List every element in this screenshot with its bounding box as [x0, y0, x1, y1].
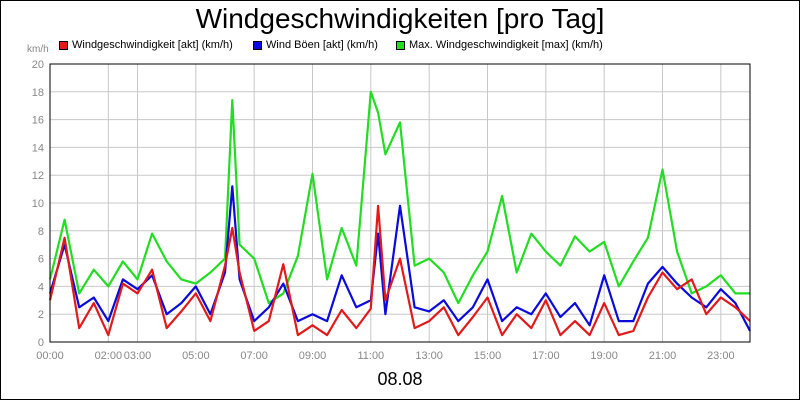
legend-label-wind-speed: Windgeschwindigkeit [akt] (km/h)	[72, 39, 233, 51]
legend-label-max-speed: Max. Windgeschwindigkeit [max] (km/h)	[409, 39, 603, 51]
legend-swatch-red	[59, 40, 68, 50]
x-tick-label: 11:00	[357, 350, 384, 362]
x-tick-label: 13:00	[415, 350, 443, 362]
y-tick-label: 8	[38, 226, 44, 238]
y-tick-label: 0	[38, 337, 44, 349]
y-tick-label: 18	[32, 87, 44, 99]
x-tick-label: 03:00	[124, 350, 152, 362]
y-tick-label: 6	[38, 254, 44, 266]
x-tick-label: 21:00	[649, 350, 677, 362]
legend-item-wind-speed: Windgeschwindigkeit [akt] (km/h)	[59, 39, 233, 51]
y-tick-label: 10	[32, 198, 44, 210]
series-line-max-speed	[48, 90, 750, 305]
legend-swatch-blue	[253, 40, 262, 50]
y-tick-label: 20	[32, 59, 44, 71]
legend-swatch-green	[396, 40, 405, 50]
series-line-wind-speed	[48, 204, 751, 337]
x-tick-label: 05:00	[182, 350, 210, 362]
y-tick-label: 16	[32, 115, 44, 127]
y-tick-label: 14	[32, 142, 44, 154]
x-tick-label: 23:00	[707, 350, 735, 362]
y-tick-label: 12	[32, 170, 44, 182]
x-tick-label: 17:00	[532, 350, 560, 362]
x-tick-label: 07:00	[240, 350, 268, 362]
series-line-gusts	[48, 185, 751, 332]
legend-item-gusts: Wind Böen [akt] (km/h)	[253, 39, 378, 51]
plot-border	[49, 63, 751, 343]
y-tick-label: 2	[38, 309, 44, 321]
x-tick-label: 09:00	[299, 350, 327, 362]
legend-item-max-speed: Max. Windgeschwindigkeit [max] (km/h)	[396, 39, 603, 51]
x-tick-label: 15:00	[474, 350, 502, 362]
date-label: 08.08	[377, 369, 423, 389]
x-tick-label: 02:00	[95, 350, 123, 362]
y-axis-unit: km/h	[27, 44, 49, 55]
x-tick-label: 19:00	[590, 350, 618, 362]
legend-label-gusts: Wind Böen [akt] (km/h)	[266, 39, 378, 51]
x-tick-label: 00:00	[36, 350, 64, 362]
y-tick-label: 4	[38, 281, 44, 293]
chart-title: Windgeschwindigkeiten [pro Tag]	[195, 3, 605, 34]
